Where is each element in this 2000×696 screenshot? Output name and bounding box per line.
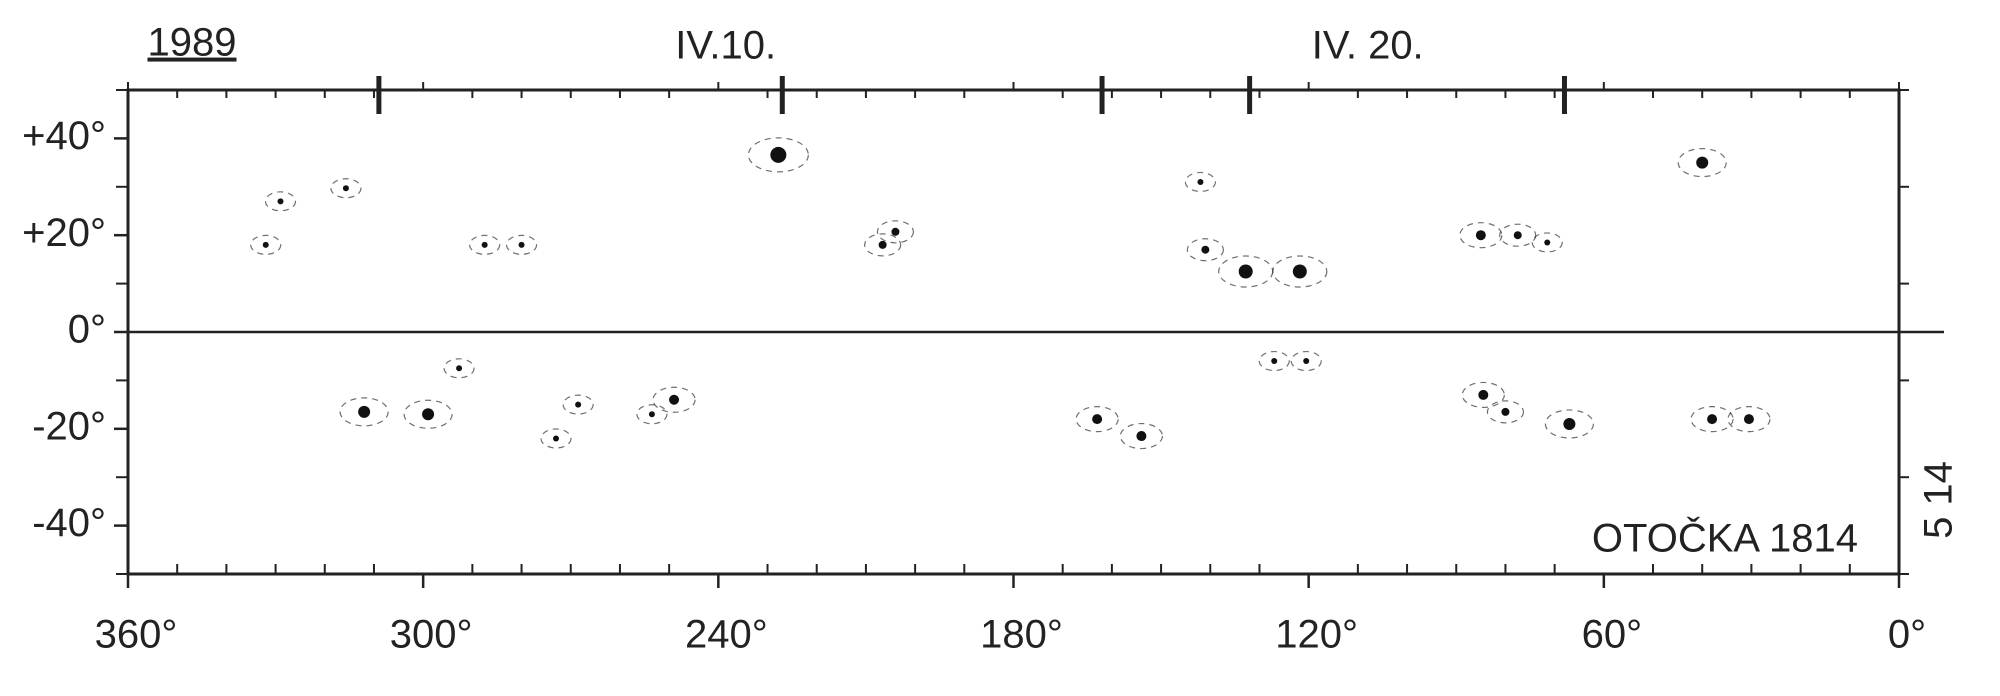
rotation-label: OTOČKA 1814 [1592,516,1858,561]
sunspot [1197,178,1204,185]
date-label: IV. 20. [1312,24,1424,68]
sunspot [518,241,525,248]
sunspot [1696,156,1709,169]
penumbra [339,397,389,427]
y-tick-label: -40° [32,501,106,545]
penumbra [1272,255,1328,288]
y-tick-label: 0° [68,308,106,352]
penumbra [1499,223,1537,247]
sunspot [358,405,371,418]
penumbra [1544,409,1594,439]
sunspot [277,198,284,205]
sunspot [262,241,269,248]
penumbra [864,233,902,257]
penumbra [505,234,538,255]
sunspot [1271,358,1278,365]
penumbra [1119,422,1164,450]
sunspot [1092,414,1103,425]
x-tick-label: 300° [390,613,473,657]
y-tick-label: +40° [22,114,106,158]
penumbra [1531,232,1563,253]
penumbra [443,358,475,379]
y-tick-label: +20° [22,211,106,255]
penumbra [1459,222,1503,249]
sunspot [552,435,559,442]
penumbra [540,428,572,449]
penumbra [747,137,809,173]
penumbra [876,220,915,244]
x-tick-label: 120° [1275,613,1358,657]
sunspot [1563,417,1576,430]
x-tick-label: 240° [685,613,768,657]
penumbra [1486,400,1525,424]
sunspot [1136,431,1147,442]
penumbra [1186,238,1224,262]
sunspot [878,240,887,249]
penumbra [1258,350,1290,372]
sunspot [648,411,655,418]
sunspot [1292,264,1307,279]
sunspot [669,394,680,405]
penumbra [1184,171,1217,193]
y-tick-label: -20° [32,404,106,448]
sunspot [1743,414,1754,425]
x-tick-label: 0° [1888,613,1926,657]
sunspot [1707,414,1718,425]
sunspot [1303,358,1310,365]
sunspot [1475,230,1486,241]
penumbra [1290,350,1322,372]
side-label: 5 14 [1917,461,1961,539]
penumbra [1677,148,1727,178]
sunspot [1201,245,1210,254]
penumbra [636,404,668,425]
sunspot [342,185,349,192]
sunspot [1238,264,1253,279]
sunspot [1478,389,1489,400]
sunspot [481,241,488,248]
penumbra [562,394,594,415]
x-tick-label: 180° [980,613,1063,657]
x-tick-label: 360° [95,613,178,657]
x-tick-label: 60° [1582,613,1643,657]
sunspot [1501,407,1510,416]
penumbra [1727,406,1771,433]
penumbra [652,386,696,413]
sunspot [891,227,900,236]
sunspot [422,408,435,421]
penumbra [469,234,501,255]
penumbra [330,178,362,199]
sunspot [456,365,463,372]
sunspot [1513,231,1522,240]
sunspot [770,146,787,163]
sunspot [1544,239,1551,246]
penumbra [1461,381,1505,409]
penumbra [250,234,282,255]
penumbra [1075,406,1119,433]
penumbra [264,191,297,212]
penumbra [1690,406,1734,433]
sunspot [575,401,582,408]
date-label: IV.10. [675,24,776,68]
penumbra [403,399,453,429]
chart-title: 1989 [148,21,237,65]
